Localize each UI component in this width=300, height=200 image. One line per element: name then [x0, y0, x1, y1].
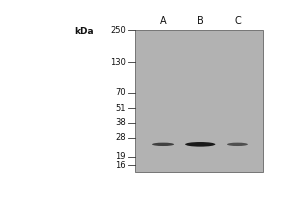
Bar	[135, 30, 263, 172]
Text: C: C	[234, 16, 241, 26]
Text: 250: 250	[110, 26, 126, 35]
Text: 70: 70	[115, 88, 126, 97]
Ellipse shape	[227, 143, 248, 146]
Text: 19: 19	[115, 152, 126, 161]
Text: B: B	[197, 16, 204, 26]
Text: 51: 51	[115, 104, 126, 113]
Text: 16: 16	[115, 161, 126, 170]
Text: 28: 28	[115, 133, 126, 142]
Ellipse shape	[152, 143, 174, 146]
Text: A: A	[160, 16, 167, 26]
Text: 38: 38	[115, 118, 126, 127]
Text: 130: 130	[110, 58, 126, 67]
Ellipse shape	[185, 142, 215, 147]
Text: kDa: kDa	[74, 27, 94, 36]
